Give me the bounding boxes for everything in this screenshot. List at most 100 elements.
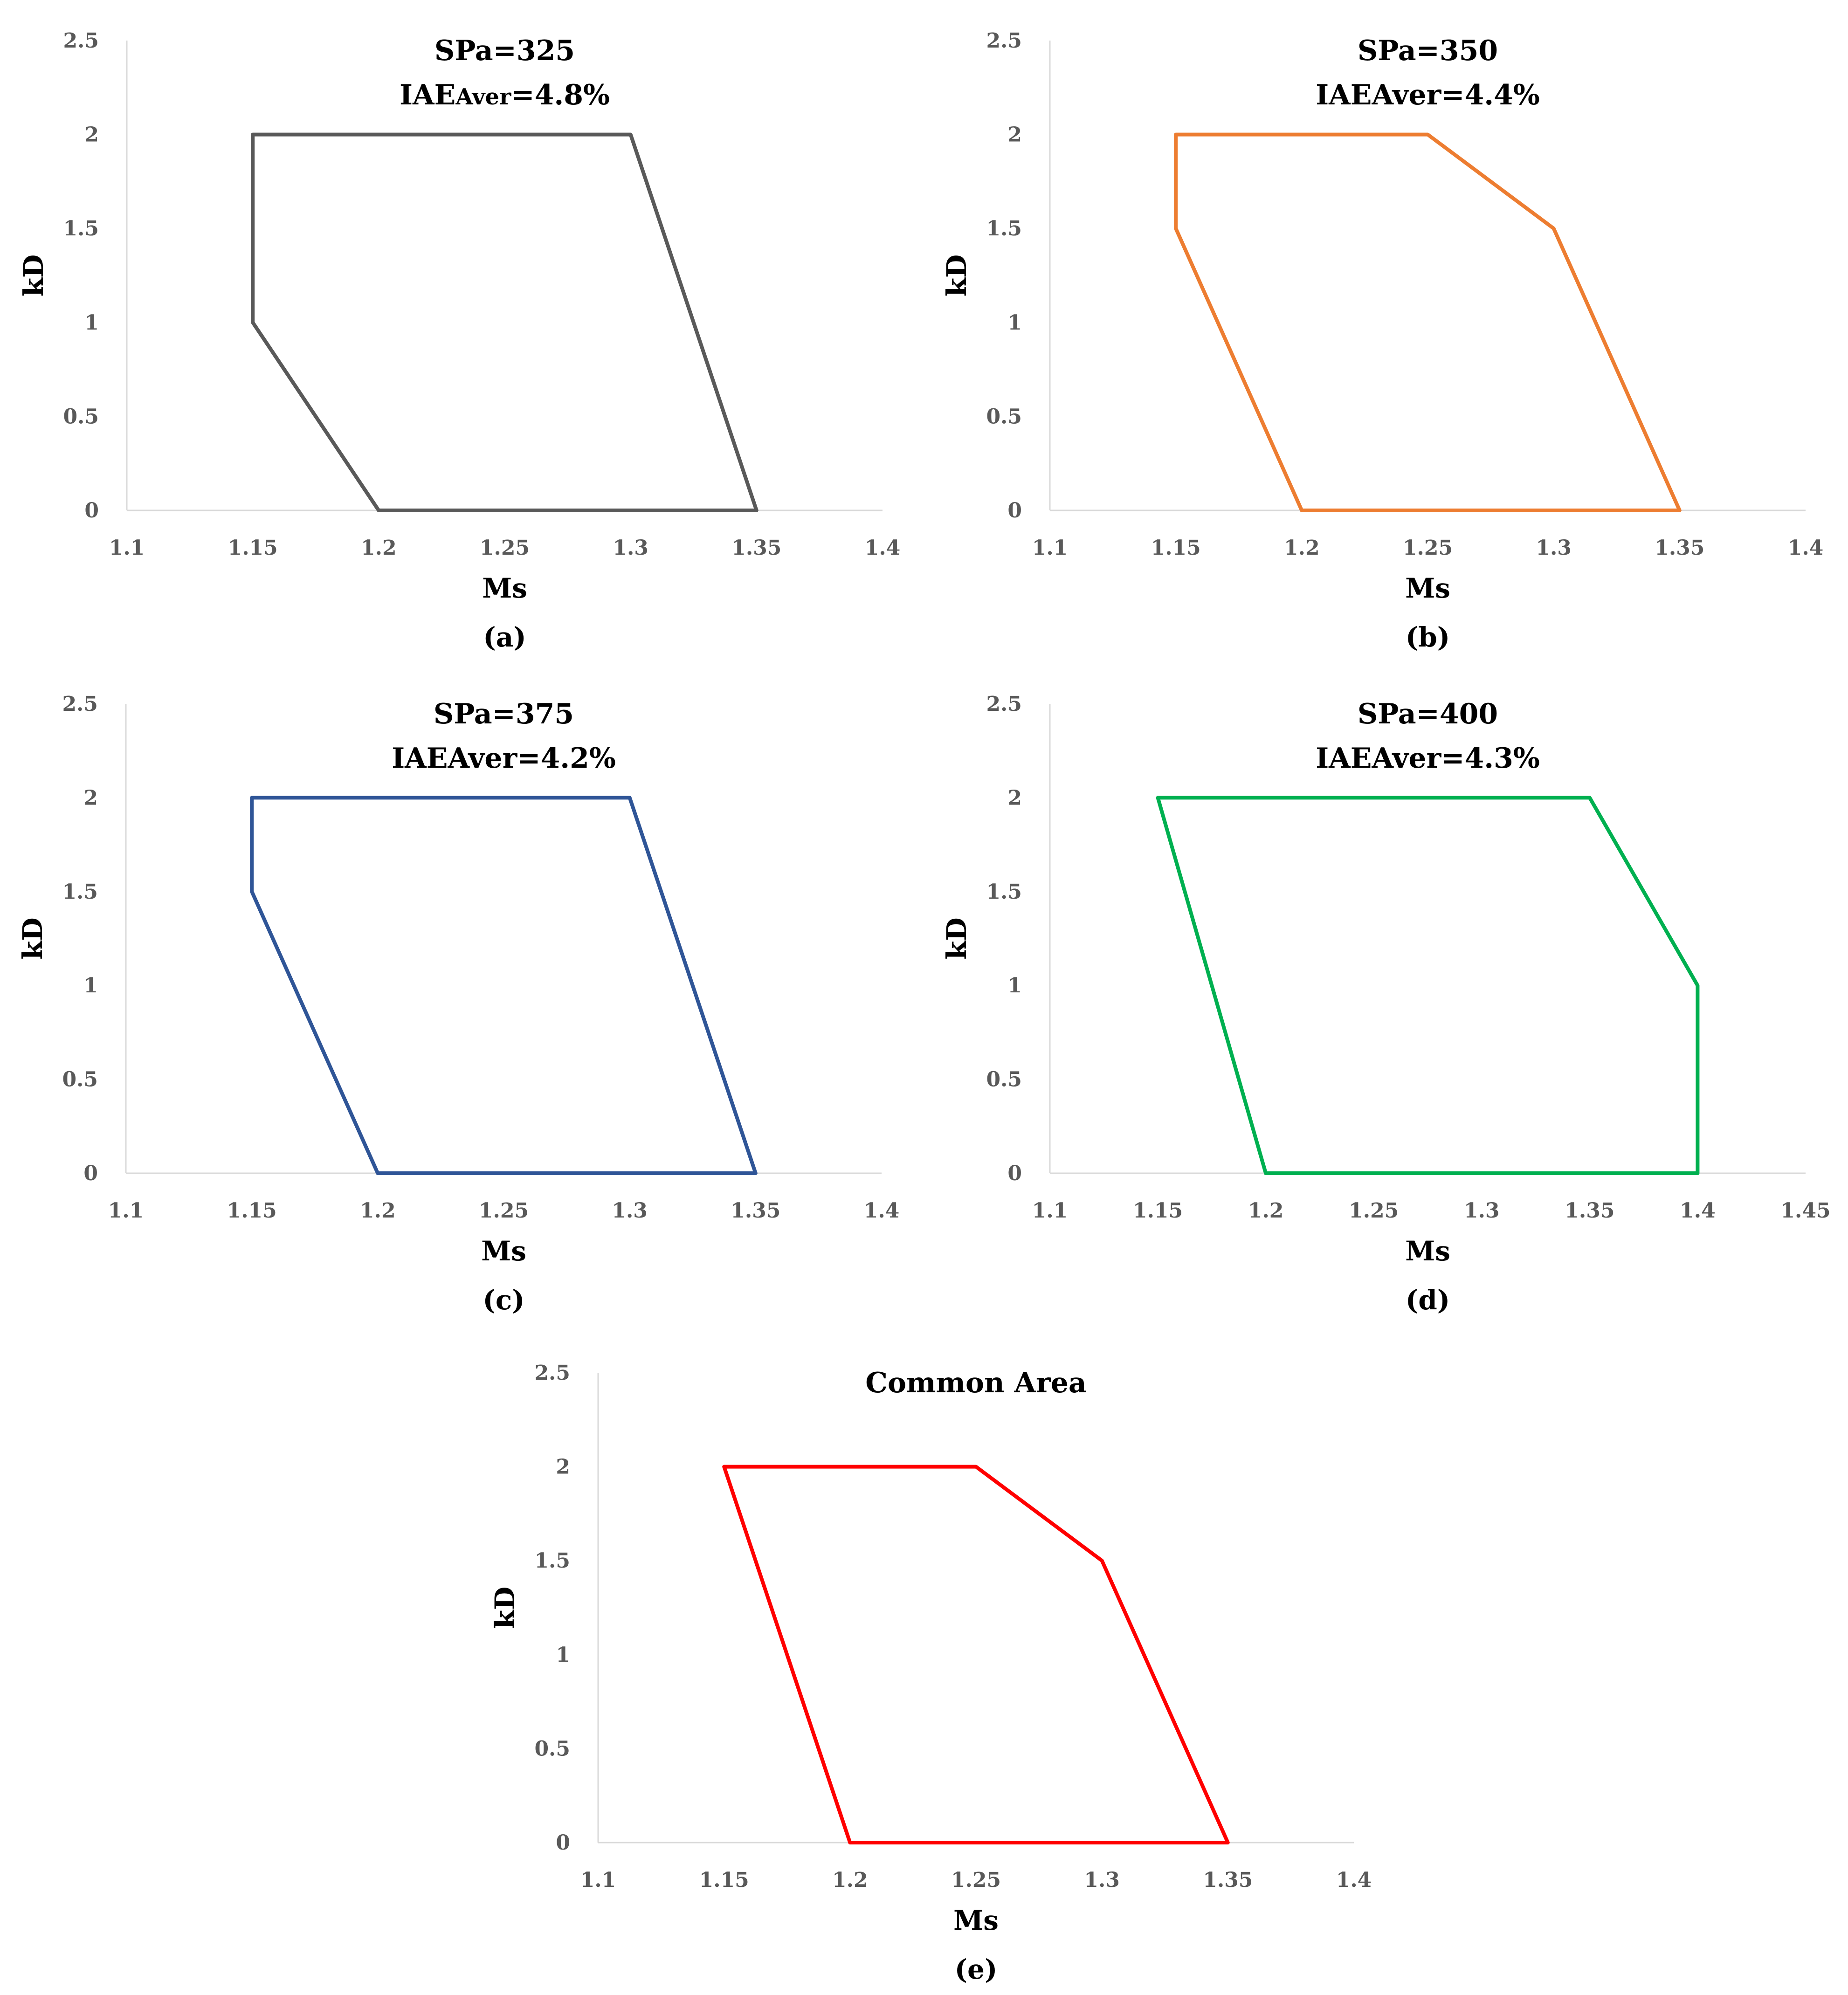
y-tick-label: 1.5 (534, 1549, 570, 1573)
chart-title-line1: SPa=325 (434, 34, 575, 67)
x-tick-label: 1.1 (1032, 536, 1068, 560)
y-tick-label: 1 (1007, 311, 1022, 335)
x-tick-label: 1.3 (612, 1199, 648, 1223)
y-tick-label: 0.5 (534, 1737, 570, 1761)
y-axis-title: kD (941, 917, 972, 959)
x-tick-label: 1.3 (1084, 1868, 1120, 1892)
x-tick-label: 1.35 (1203, 1868, 1253, 1892)
chart-title-line2: IAEAver=4.3% (1316, 742, 1540, 775)
y-tick-label: 0.5 (986, 405, 1022, 428)
y-tick-label: 0 (83, 1162, 98, 1185)
x-tick-label: 1.15 (227, 1199, 277, 1223)
panel-caption: (b) (1406, 621, 1450, 653)
chart-title-line2: IAEAver=4.8% (400, 79, 610, 111)
x-tick-label: 1.4 (1680, 1199, 1716, 1223)
y-tick-label: 0 (1007, 499, 1022, 523)
y-tick-label: 0.5 (63, 405, 99, 428)
chart-title-line2-part: IAEAver=4.4% (1316, 79, 1540, 111)
x-tick-label: 1.25 (1349, 1199, 1399, 1223)
x-tick-label: 1.15 (1133, 1199, 1183, 1223)
x-tick-label: 1.1 (109, 536, 145, 560)
x-axis-title: Ms (1405, 572, 1450, 604)
chart-panel-1: 0 0.5 1 1.5 2 2.5 1.1 1.15 1.2 1.25 1.3 1.35 1.4 Ms kD… (941, 29, 1823, 653)
chart-title-line2-part: Aver (455, 84, 511, 110)
y-axis-title: kD (489, 1587, 521, 1629)
chart-title-line2: IAEAver=4.2% (392, 742, 616, 775)
chart-panel-3: 0 0.5 1 1.5 2 2.5 1.1 1.15 1.2 1.25 1.3 1.35 1.4 1.45… (941, 692, 1831, 1316)
x-axis-title: Ms (1405, 1235, 1450, 1267)
panel-caption: (c) (483, 1284, 524, 1316)
x-tick-label: 1.15 (699, 1868, 749, 1892)
x-tick-label: 1.35 (1655, 536, 1704, 560)
x-tick-label: 1.3 (1536, 536, 1572, 560)
y-tick-label: 0.5 (986, 1068, 1022, 1092)
x-tick-label: 1.2 (832, 1868, 868, 1892)
y-tick-label: 2 (1007, 123, 1022, 147)
x-tick-label: 1.2 (361, 536, 397, 560)
y-tick-label: 1.5 (63, 217, 99, 241)
chart-title-line2: IAEAver=4.4% (1316, 79, 1540, 111)
y-tick-label: 1 (83, 974, 98, 998)
x-tick-label: 1.3 (1464, 1199, 1500, 1223)
chart-title-line1: SPa=350 (1358, 34, 1498, 67)
y-tick-label: 0 (84, 499, 99, 523)
panel-caption: (d) (1406, 1284, 1450, 1316)
x-tick-label: 1.25 (480, 536, 530, 560)
y-tick-label: 2 (84, 123, 99, 147)
series-line (250, 796, 758, 1175)
chart-title-line1: Common Area (865, 1367, 1087, 1399)
x-tick-label: 1.4 (865, 536, 901, 560)
series-line (1174, 132, 1682, 512)
panel-caption: (a) (483, 621, 526, 653)
x-axis-title: Ms (481, 1235, 526, 1267)
y-tick-label: 2.5 (986, 29, 1022, 53)
x-tick-label: 1.1 (1032, 1199, 1068, 1223)
y-tick-label: 2.5 (63, 29, 99, 53)
x-tick-label: 1.25 (951, 1868, 1001, 1892)
y-tick-label: 1 (1007, 974, 1022, 998)
x-tick-label: 1.35 (1565, 1199, 1614, 1223)
x-tick-label: 1.25 (479, 1199, 529, 1223)
y-tick-label: 1.5 (986, 217, 1022, 241)
x-tick-label: 1.3 (613, 536, 648, 560)
y-tick-label: 2.5 (534, 1361, 570, 1385)
x-tick-label: 1.15 (228, 536, 278, 560)
chart-title-line2-part: IAEAver=4.3% (1316, 742, 1540, 775)
x-tick-label: 1.2 (1284, 536, 1320, 560)
x-tick-label: 1.35 (731, 536, 781, 560)
x-tick-label: 1.4 (1336, 1868, 1372, 1892)
x-tick-label: 1.4 (1788, 536, 1824, 560)
chart-title-line1: SPa=400 (1358, 698, 1498, 730)
x-tick-label: 1.1 (580, 1868, 616, 1892)
y-tick-label: 2 (83, 786, 98, 810)
x-tick-label: 1.2 (360, 1199, 396, 1223)
chart-title-line2-part: IAE (400, 79, 455, 111)
x-axis-title: Ms (953, 1905, 999, 1936)
y-tick-label: 0.5 (62, 1068, 98, 1092)
y-tick-label: 2 (556, 1455, 570, 1479)
panel-caption: (e) (955, 1954, 998, 1985)
series-line (1156, 796, 1700, 1175)
x-axis-title: Ms (482, 572, 527, 604)
y-tick-label: 0 (1007, 1162, 1022, 1185)
y-axis-title: kD (941, 255, 972, 296)
x-tick-label: 1.25 (1403, 536, 1453, 560)
x-tick-label: 1.1 (108, 1199, 144, 1223)
x-tick-label: 1.35 (731, 1199, 780, 1223)
chart-panel-4: 0 0.5 1 1.5 2 2.5 1.1 1.15 1.2 1.25 1.3 1.35 1.4 Ms kD… (489, 1361, 1372, 1985)
y-tick-label: 0 (556, 1831, 570, 1855)
y-tick-label: 1 (556, 1643, 570, 1667)
x-tick-label: 1.2 (1248, 1199, 1284, 1223)
chart-panel-2: 0 0.5 1 1.5 2 2.5 1.1 1.15 1.2 1.25 1.3 1.35 1.4 Ms kD… (17, 692, 899, 1316)
x-tick-label: 1.45 (1780, 1199, 1830, 1223)
series-line (251, 132, 759, 512)
y-tick-label: 2 (1007, 786, 1022, 810)
y-tick-label: 1.5 (986, 880, 1022, 904)
y-tick-label: 2.5 (62, 692, 98, 716)
chart-title-line2-part: =4.8% (511, 79, 610, 111)
y-axis-title: kD (18, 255, 49, 296)
x-tick-label: 1.4 (864, 1199, 900, 1223)
y-axis-title: kD (17, 917, 48, 959)
chart-title-line2-part: IAEAver=4.2% (392, 742, 616, 775)
y-tick-label: 1.5 (62, 880, 98, 904)
